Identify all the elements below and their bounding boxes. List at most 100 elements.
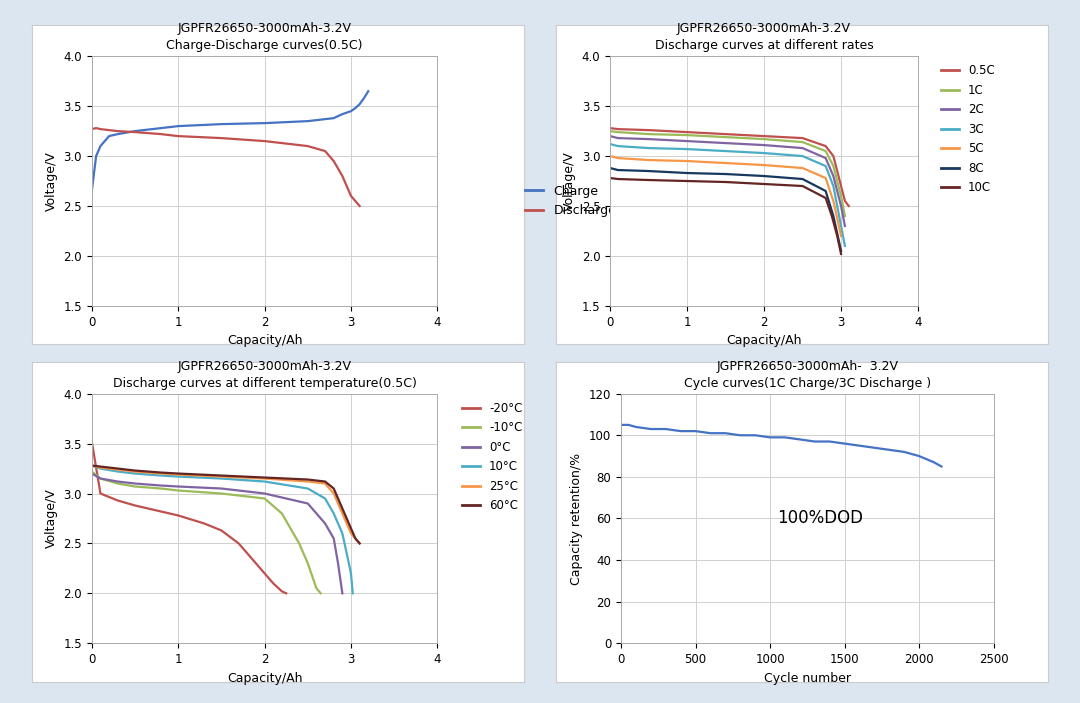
Charge bbox=[357, 94, 370, 103]
10°C bbox=[94, 465, 107, 473]
25°C bbox=[301, 477, 314, 486]
0°C bbox=[129, 479, 141, 488]
X-axis label: Capacity/Ah: Capacity/Ah bbox=[727, 334, 801, 347]
3C bbox=[604, 140, 617, 148]
-20°C bbox=[111, 496, 124, 505]
10°C bbox=[129, 470, 141, 478]
8C bbox=[643, 167, 656, 175]
3C bbox=[680, 145, 693, 153]
60°C bbox=[345, 524, 357, 533]
Discharge bbox=[90, 124, 103, 132]
0.5C bbox=[643, 126, 656, 134]
25°C bbox=[327, 489, 340, 498]
Line: 1C: 1C bbox=[610, 131, 845, 216]
60°C bbox=[172, 470, 185, 478]
0°C bbox=[154, 482, 167, 490]
5C bbox=[604, 152, 617, 160]
1C bbox=[835, 192, 848, 200]
Discharge bbox=[319, 147, 332, 155]
-20°C bbox=[258, 569, 271, 578]
0.5C bbox=[827, 152, 840, 160]
-20°C bbox=[215, 527, 228, 535]
2C bbox=[643, 135, 656, 143]
60°C bbox=[353, 539, 366, 548]
-10°C bbox=[154, 484, 167, 493]
-10°C bbox=[94, 475, 107, 483]
0.5C bbox=[835, 182, 848, 191]
8C bbox=[680, 169, 693, 177]
Legend: 0.5C, 1C, 2C, 3C, 5C, 8C, 10C: 0.5C, 1C, 2C, 3C, 5C, 8C, 10C bbox=[936, 60, 1000, 199]
60°C bbox=[85, 461, 98, 470]
Y-axis label: Voltage/V: Voltage/V bbox=[564, 151, 577, 211]
5C bbox=[819, 174, 832, 182]
60°C bbox=[215, 471, 228, 479]
60°C bbox=[258, 473, 271, 482]
X-axis label: Cycle number: Cycle number bbox=[764, 671, 851, 685]
0°C bbox=[258, 489, 271, 498]
10°C bbox=[340, 549, 353, 557]
-20°C bbox=[85, 437, 98, 446]
5C bbox=[719, 159, 732, 167]
1C bbox=[827, 162, 840, 170]
25°C bbox=[353, 539, 366, 548]
10C bbox=[825, 212, 838, 220]
10C bbox=[643, 176, 656, 184]
Charge bbox=[353, 100, 366, 108]
0°C bbox=[327, 534, 340, 543]
Discharge bbox=[301, 142, 314, 150]
2C bbox=[680, 137, 693, 146]
10°C bbox=[172, 472, 185, 481]
Discharge bbox=[336, 172, 349, 180]
60°C bbox=[111, 465, 124, 473]
1C bbox=[604, 127, 617, 135]
25°C bbox=[129, 467, 141, 476]
0°C bbox=[94, 475, 107, 483]
10C bbox=[831, 232, 843, 240]
2C bbox=[611, 134, 624, 142]
25°C bbox=[336, 509, 349, 517]
3C bbox=[835, 221, 848, 230]
25°C bbox=[349, 534, 362, 543]
Discharge bbox=[327, 157, 340, 165]
Discharge bbox=[154, 130, 167, 138]
-10°C bbox=[293, 539, 306, 548]
Title: JGPFR26650-3000mAh-3.2V
Discharge curves at different temperature(0.5C): JGPFR26650-3000mAh-3.2V Discharge curves… bbox=[112, 360, 417, 389]
Y-axis label: Voltage/V: Voltage/V bbox=[45, 489, 58, 548]
0.5C bbox=[604, 124, 617, 132]
0.5C bbox=[611, 125, 624, 134]
10C bbox=[680, 177, 693, 186]
-10°C bbox=[85, 467, 98, 476]
60°C bbox=[154, 468, 167, 477]
60°C bbox=[336, 504, 349, 512]
0.5C bbox=[819, 142, 832, 150]
-20°C bbox=[172, 511, 185, 520]
10°C bbox=[111, 467, 124, 476]
10C bbox=[719, 178, 732, 186]
Charge bbox=[90, 152, 103, 160]
8C bbox=[611, 166, 624, 174]
Discharge bbox=[172, 132, 185, 141]
10C bbox=[796, 182, 809, 191]
-10°C bbox=[111, 479, 124, 488]
10C bbox=[819, 194, 832, 202]
60°C bbox=[349, 534, 362, 543]
0.5C bbox=[757, 132, 770, 141]
-10°C bbox=[258, 494, 271, 503]
2C bbox=[838, 221, 851, 230]
Title: JGPFR26650-3000mAh-  3.2V
Cycle curves(1C Charge/3C Discharge ): JGPFR26650-3000mAh- 3.2V Cycle curves(1C… bbox=[684, 360, 931, 389]
Line: -20°C: -20°C bbox=[92, 441, 286, 593]
Line: 2C: 2C bbox=[610, 136, 845, 226]
10C bbox=[604, 174, 617, 182]
1C bbox=[796, 138, 809, 146]
Text: 100%DOD: 100%DOD bbox=[778, 509, 864, 527]
3C bbox=[796, 152, 809, 160]
Line: 5C: 5C bbox=[610, 156, 841, 236]
60°C bbox=[319, 477, 332, 486]
25°C bbox=[345, 529, 357, 538]
5C bbox=[827, 197, 840, 205]
25°C bbox=[258, 475, 271, 483]
-20°C bbox=[232, 539, 245, 548]
8C bbox=[827, 212, 840, 220]
Charge bbox=[172, 122, 185, 130]
Charge bbox=[345, 107, 357, 115]
